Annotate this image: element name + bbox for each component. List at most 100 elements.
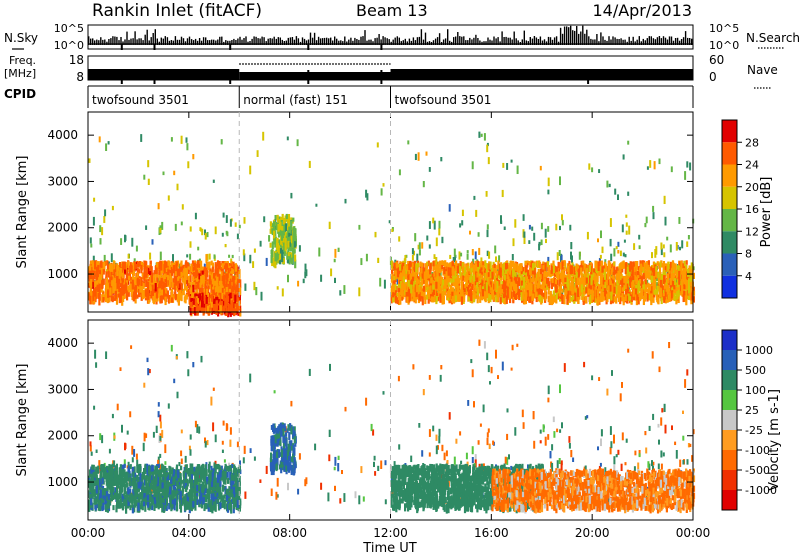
- echo-cell: [479, 263, 482, 271]
- nsky-label: N.Sky: [4, 31, 38, 45]
- echo-cell: [91, 260, 94, 267]
- nsky-bar: [313, 32, 316, 45]
- freq-band-3: [390, 69, 693, 80]
- echo-cell: [90, 279, 93, 288]
- echo-cell: [181, 265, 185, 271]
- scatter-cell: [538, 241, 541, 246]
- scatter-cell: [663, 252, 666, 258]
- freq-label: Freq.: [9, 54, 36, 67]
- scatter-cell: [374, 231, 377, 238]
- echo-cell: [479, 296, 482, 303]
- echo-cell: [577, 296, 580, 304]
- echo-cell: [503, 274, 506, 280]
- nsky-bar: [227, 40, 229, 45]
- echo-cell: [230, 288, 233, 294]
- nsky-bar: [432, 40, 435, 45]
- echo-cell: [195, 287, 199, 295]
- echo-cell: [428, 271, 431, 279]
- scatter-cell: [339, 290, 342, 296]
- echo-cell: [185, 286, 188, 291]
- echo-cell: [552, 290, 555, 296]
- echo-cell: [181, 272, 184, 279]
- nsky-bar: [687, 37, 689, 45]
- echo-cell: [191, 307, 194, 314]
- echo-cell: [535, 297, 538, 303]
- echo-cell: [216, 270, 219, 276]
- scatter-cell: [625, 214, 628, 218]
- echo-cell: [668, 263, 671, 271]
- echo-cell: [592, 268, 595, 277]
- nsky-bar: [410, 40, 413, 45]
- echo-cell: [583, 286, 586, 292]
- nsky-bar: [678, 40, 681, 45]
- echo-cell: [121, 276, 124, 283]
- scatter-cell: [222, 212, 225, 218]
- echo-cell: [649, 288, 652, 296]
- nsky-bar: [116, 36, 118, 45]
- nsky-bar: [237, 38, 239, 45]
- echo-cell: [90, 267, 93, 276]
- echo-cell: [521, 267, 525, 272]
- echo-cell: [449, 276, 452, 281]
- echo-cell: [193, 262, 196, 271]
- echo-cell: [501, 286, 504, 294]
- echo-cell: [122, 295, 125, 302]
- echo-cell: [225, 281, 228, 287]
- echo-cell: [217, 263, 220, 271]
- scatter-cell: [135, 245, 138, 252]
- scatter-cell: [471, 161, 474, 170]
- scatter-cell: [124, 234, 126, 243]
- scatter-cell: [466, 253, 469, 260]
- echo-cell: [96, 283, 99, 289]
- echo-cell: [390, 294, 393, 304]
- echo-cell: [672, 285, 675, 293]
- echo-cell: [179, 290, 182, 298]
- echo-cell: [579, 289, 582, 297]
- scatter-cell: [459, 223, 462, 228]
- echo-cell: [615, 273, 619, 280]
- echo-cell: [140, 264, 143, 274]
- echo-cell: [196, 298, 199, 305]
- nsky-bar: [475, 34, 477, 45]
- nsky-bar: [590, 38, 592, 45]
- nsky-bar: [586, 29, 588, 45]
- scatter-cell: [238, 224, 241, 229]
- echo-cell: [421, 296, 424, 306]
- nsky-bar: [112, 36, 114, 45]
- scatter-cell: [344, 198, 347, 204]
- echo-cell: [136, 267, 139, 274]
- scatter-cell: [469, 230, 471, 235]
- echo-cell: [180, 292, 183, 302]
- nsky-bar: [537, 39, 540, 45]
- nsky-bar: [362, 36, 364, 45]
- nsky-bar: [642, 38, 644, 45]
- echo-cell: [232, 263, 235, 272]
- echo-cell: [431, 274, 435, 281]
- echo-cell: [163, 282, 166, 292]
- echo-cell: [527, 285, 530, 295]
- scatter-cell: [208, 253, 211, 260]
- scatter-cell: [276, 286, 279, 290]
- echo-cell: [621, 284, 624, 292]
- echo-cell: [610, 280, 613, 287]
- nsky-bar: [453, 37, 455, 45]
- echo-cell: [213, 273, 216, 279]
- scatter-cell: [180, 221, 183, 226]
- echo-cell: [600, 279, 603, 287]
- echo-cell: [158, 288, 161, 296]
- echo-cell: [394, 295, 398, 304]
- echo-cell: [544, 291, 547, 301]
- echo-cell: [97, 277, 100, 285]
- scatter-cell: [89, 237, 92, 244]
- nsky-bar: [231, 40, 233, 45]
- nsky-bar: [406, 41, 408, 45]
- echo-cell: [170, 293, 174, 303]
- echo-cell: [127, 291, 130, 297]
- echo-cell: [558, 288, 561, 297]
- echo-cell: [134, 295, 137, 300]
- echo-cell: [218, 261, 221, 270]
- echo-cell: [179, 262, 182, 268]
- echo-cell: [458, 263, 461, 272]
- echo-cell: [406, 287, 409, 296]
- echo-cell: [450, 284, 453, 291]
